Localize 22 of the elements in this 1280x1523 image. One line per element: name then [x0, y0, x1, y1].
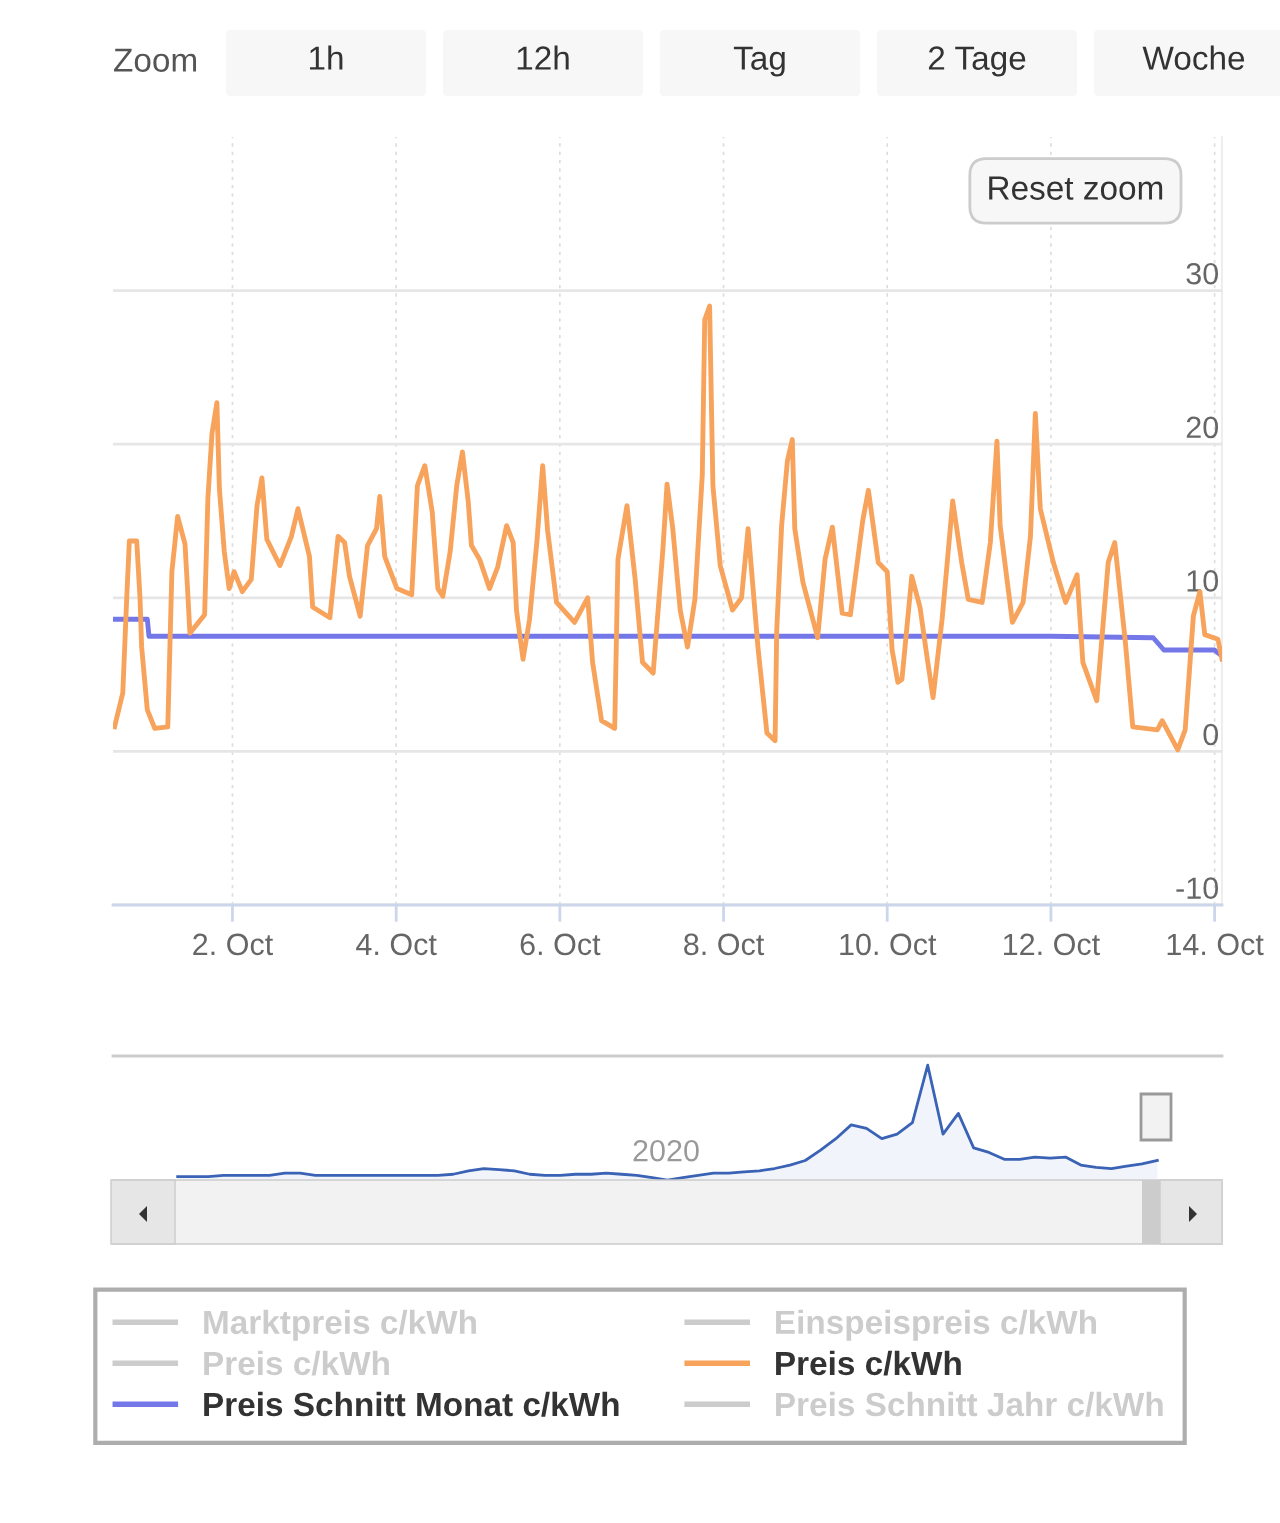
- x-tick-label: 6. Oct: [520, 933, 601, 956]
- y-tick-label: 10: [1187, 570, 1219, 592]
- text: 2 Tage: [928, 46, 1026, 77]
- text: Zoom: [114, 48, 197, 72]
- x-tick-label: 4. Oct: [356, 933, 437, 956]
- text: Tag: [733, 46, 785, 77]
- x-tick-label: 2. Oct: [193, 933, 273, 956]
- x-tick-label: 12. Oct: [1004, 933, 1100, 956]
- y-tick-label: -10: [1176, 877, 1219, 899]
- text: Woche: [1142, 45, 1245, 70]
- annotation: Reset zoom: [989, 176, 1163, 200]
- legend-label: Preis Schnitt Monat c/kWh: [204, 1391, 619, 1417]
- text: 12h: [517, 45, 569, 70]
- y-tick-label: 20: [1186, 416, 1219, 439]
- x-tick-label: 10. Oct: [840, 933, 937, 956]
- x-tick-label: 8. Oct: [684, 933, 765, 956]
- annotation: 2020: [633, 1139, 699, 1162]
- y-tick-label: 30: [1186, 262, 1219, 285]
- y-tick-label: 0: [1203, 723, 1219, 746]
- x-tick-label: 14. Oct: [1167, 933, 1264, 956]
- text: 1h: [310, 45, 343, 70]
- legend-label: Preis c/kWh: [776, 1350, 961, 1376]
